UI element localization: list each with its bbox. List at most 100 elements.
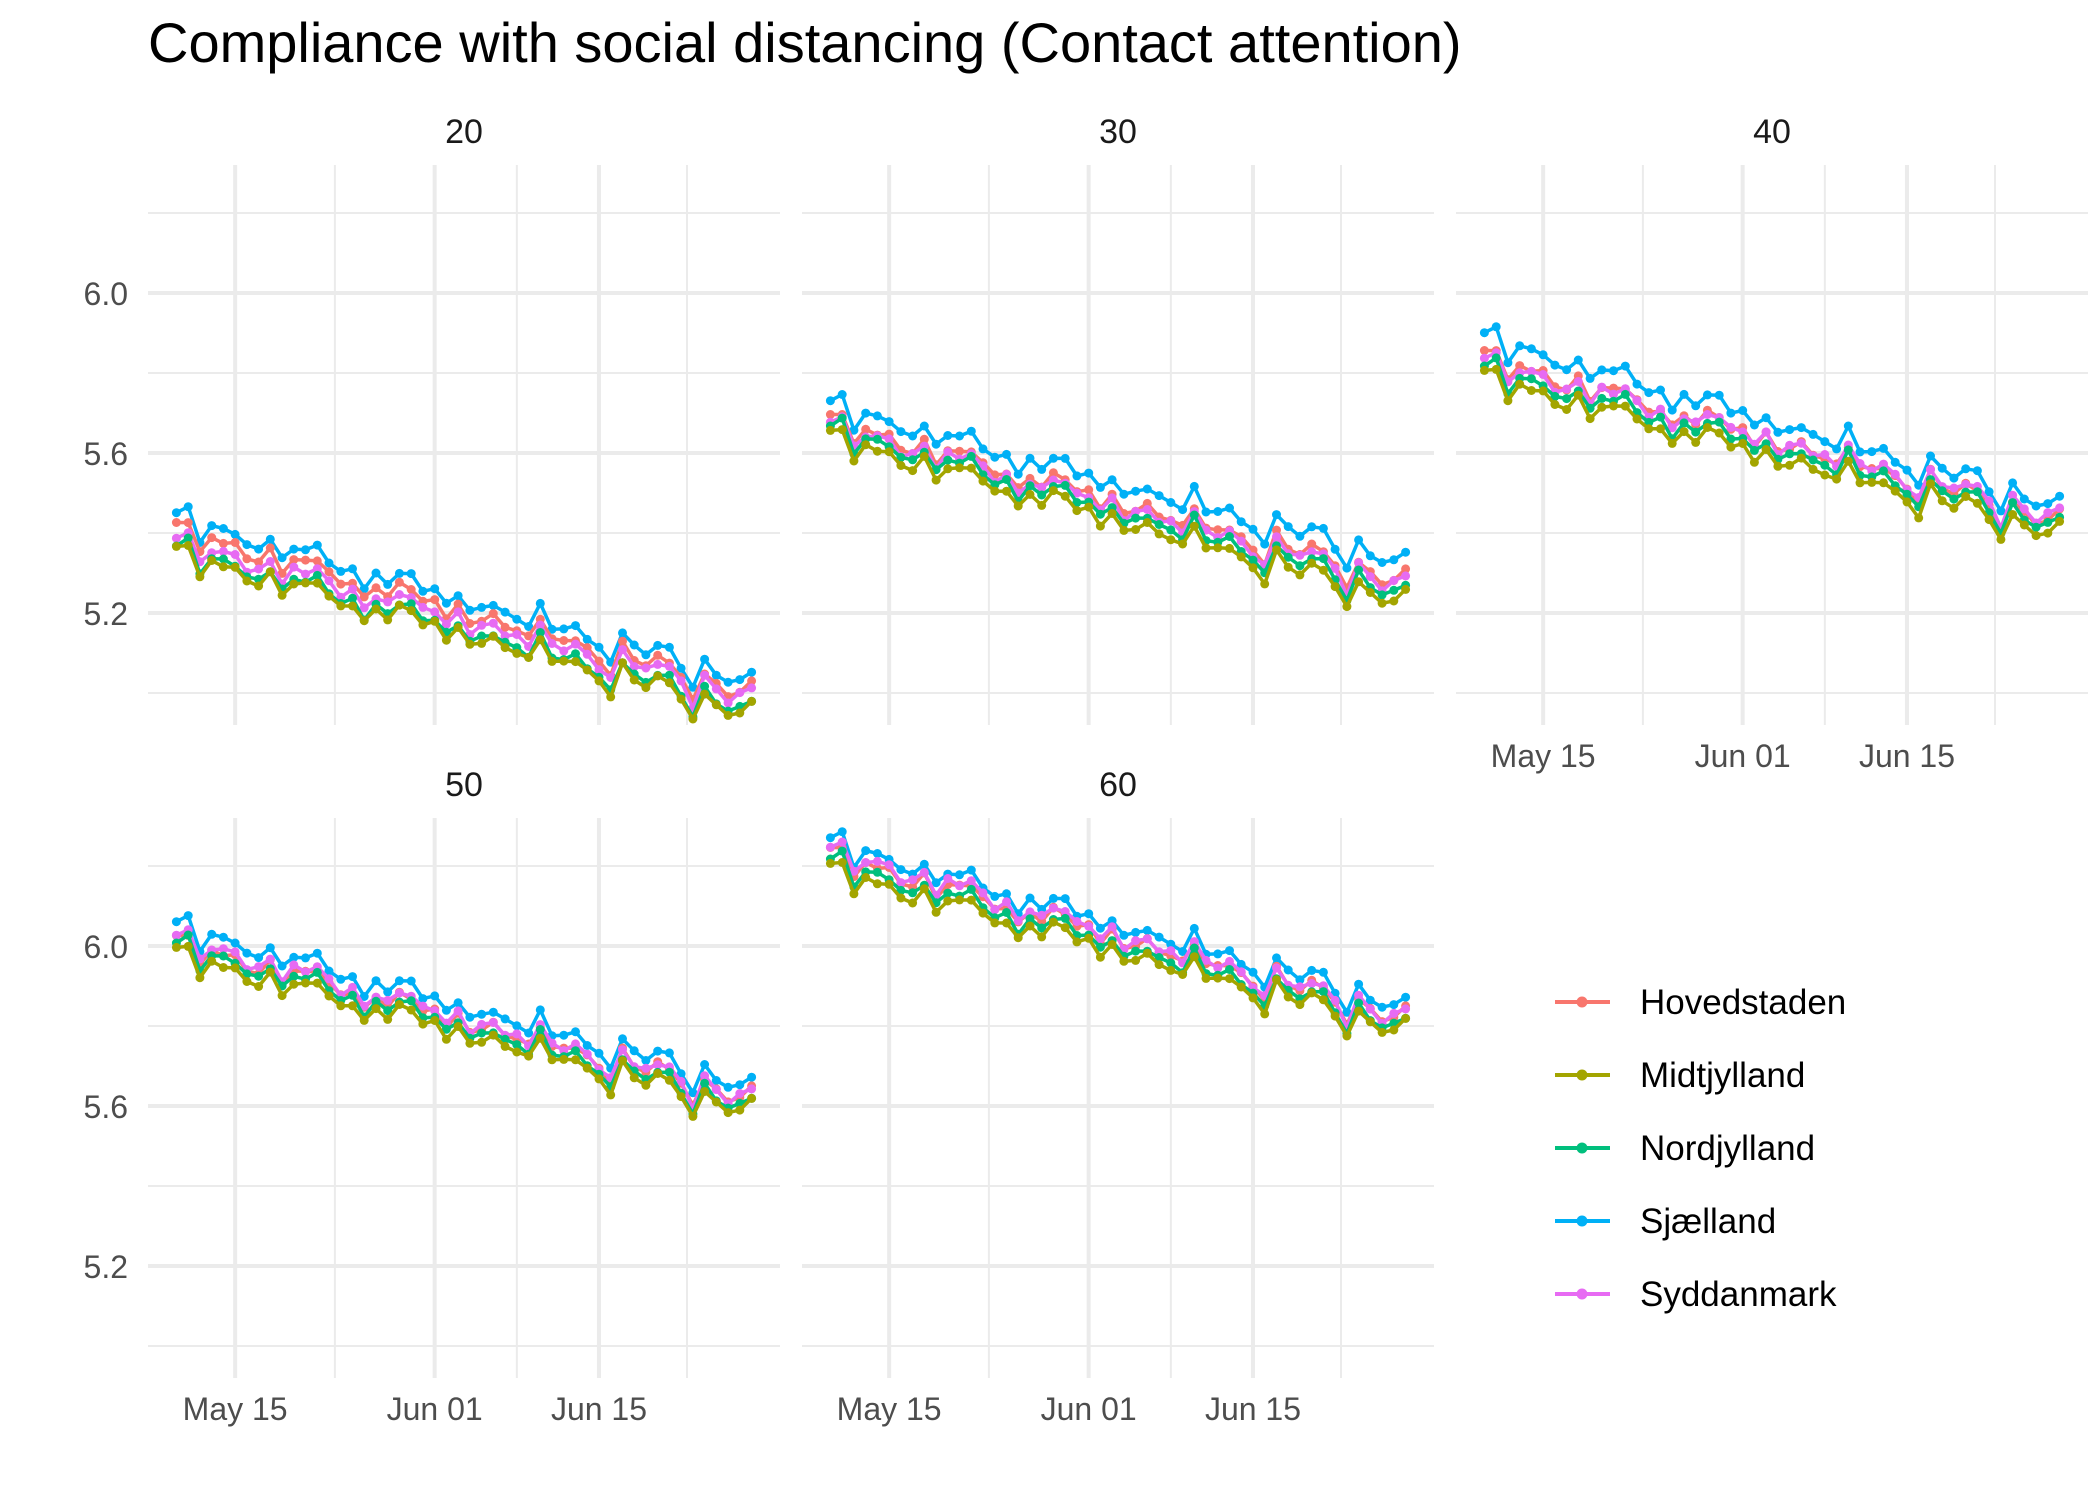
data-point <box>171 518 181 527</box>
data-point <box>430 607 440 617</box>
facet-strip-label: 30 <box>1099 113 1137 151</box>
data-point <box>837 846 847 856</box>
y-tick-label: 6.0 <box>84 276 128 312</box>
data-point <box>218 546 228 556</box>
data-point <box>559 1054 569 1064</box>
data-point <box>230 550 240 559</box>
data-point <box>547 1055 557 1065</box>
data-point <box>664 1048 674 1058</box>
data-point <box>1095 934 1105 944</box>
data-point <box>919 421 929 431</box>
data-point <box>230 538 240 547</box>
data-point <box>1189 481 1199 491</box>
data-point <box>1201 543 1211 553</box>
data-point <box>254 971 264 981</box>
data-point <box>383 987 393 997</box>
data-point <box>406 585 416 594</box>
data-point <box>348 584 357 594</box>
data-point <box>1142 948 1152 958</box>
data-point <box>1597 402 1607 412</box>
data-point <box>477 1009 487 1019</box>
data-point <box>277 961 287 971</box>
data-point <box>371 996 381 1006</box>
data-point <box>978 888 988 898</box>
data-point <box>1389 1008 1399 1018</box>
data-point <box>336 974 346 984</box>
data-point <box>896 461 906 470</box>
data-point <box>735 1089 745 1098</box>
data-point <box>406 606 416 616</box>
data-point <box>500 1041 510 1051</box>
data-point <box>1178 505 1188 515</box>
data-point <box>919 884 929 894</box>
data-point <box>512 614 522 624</box>
data-point <box>676 676 686 686</box>
data-point <box>1785 440 1795 450</box>
data-point <box>1515 341 1525 351</box>
data-point <box>230 562 240 572</box>
data-point <box>1189 510 1199 520</box>
data-point <box>735 708 745 718</box>
legend-label: Midtjylland <box>1640 1056 1805 1095</box>
data-point <box>465 639 475 649</box>
data-point <box>2008 490 2018 500</box>
data-point <box>207 533 217 543</box>
data-point <box>488 631 498 641</box>
data-point <box>1365 1004 1375 1014</box>
data-point <box>676 694 686 704</box>
data-point <box>1295 531 1305 541</box>
data-point <box>559 1030 569 1040</box>
data-point <box>301 578 310 588</box>
data-point <box>1225 543 1234 553</box>
data-point <box>896 865 906 875</box>
data-point <box>183 930 193 940</box>
data-point <box>289 555 299 565</box>
data-point <box>453 591 463 601</box>
data-point <box>2043 499 2053 509</box>
data-point <box>594 665 604 675</box>
data-point <box>1107 509 1117 518</box>
data-point <box>837 413 847 423</box>
data-point <box>1142 925 1152 935</box>
data-point <box>594 1074 604 1084</box>
data-point <box>711 1085 721 1095</box>
data-point <box>1342 1031 1352 1041</box>
data-point <box>618 628 627 638</box>
data-point <box>535 628 545 637</box>
data-point <box>641 663 651 673</box>
data-point <box>747 676 757 686</box>
data-point <box>1961 479 1971 489</box>
data-point <box>324 567 334 577</box>
data-point <box>1609 366 1618 376</box>
legend-label: Nordjylland <box>1640 1129 1815 1168</box>
data-point <box>618 636 627 646</box>
data-point <box>430 991 440 1001</box>
data-point <box>171 533 181 543</box>
data-point <box>359 992 369 1001</box>
data-point <box>1213 949 1223 959</box>
data-point <box>837 390 847 399</box>
data-point <box>1832 444 1842 454</box>
data-point <box>512 1047 522 1057</box>
facet-strip-label: 20 <box>445 113 483 151</box>
data-point <box>1072 917 1082 926</box>
data-point <box>837 837 847 847</box>
data-point <box>618 1056 627 1066</box>
data-point <box>1401 564 1411 574</box>
data-point <box>465 1038 475 1048</box>
data-point <box>1644 417 1654 427</box>
data-point <box>747 683 757 693</box>
legend-key-point <box>1576 996 1588 1008</box>
data-point <box>1491 322 1501 332</box>
data-point <box>629 662 639 672</box>
data-point <box>1166 498 1176 507</box>
data-point <box>254 953 264 963</box>
data-point <box>1354 535 1364 545</box>
data-point <box>1526 366 1536 376</box>
data-point <box>966 895 976 905</box>
data-point <box>676 1076 686 1086</box>
data-point <box>582 1049 592 1059</box>
data-point <box>183 518 193 528</box>
data-point <box>1248 524 1258 534</box>
data-point <box>348 593 357 603</box>
